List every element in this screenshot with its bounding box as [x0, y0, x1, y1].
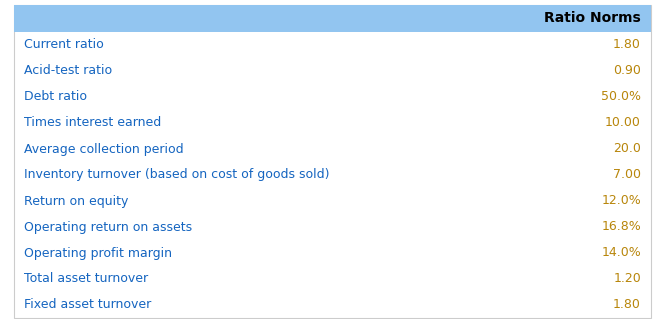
Text: Operating profit margin: Operating profit margin: [24, 247, 172, 259]
Text: 7.00: 7.00: [613, 168, 641, 182]
Text: Return on equity: Return on equity: [24, 195, 129, 207]
Text: Acid-test ratio: Acid-test ratio: [24, 64, 112, 78]
Text: Operating return on assets: Operating return on assets: [24, 220, 192, 234]
Text: 1.80: 1.80: [613, 299, 641, 311]
Text: Fixed asset turnover: Fixed asset turnover: [24, 299, 152, 311]
Text: 16.8%: 16.8%: [601, 220, 641, 234]
Text: Current ratio: Current ratio: [24, 39, 103, 51]
Text: Inventory turnover (based on cost of goods sold): Inventory turnover (based on cost of goo…: [24, 168, 330, 182]
Text: Times interest earned: Times interest earned: [24, 116, 161, 130]
Text: 1.20: 1.20: [614, 272, 641, 286]
Text: 14.0%: 14.0%: [601, 247, 641, 259]
FancyBboxPatch shape: [14, 5, 651, 32]
Text: 12.0%: 12.0%: [601, 195, 641, 207]
Text: 20.0: 20.0: [613, 143, 641, 155]
Text: Debt ratio: Debt ratio: [24, 91, 87, 103]
Text: Ratio Norms: Ratio Norms: [544, 11, 641, 26]
Text: 1.80: 1.80: [613, 39, 641, 51]
Text: 50.0%: 50.0%: [601, 91, 641, 103]
Text: Average collection period: Average collection period: [24, 143, 184, 155]
Text: Total asset turnover: Total asset turnover: [24, 272, 148, 286]
Text: 0.90: 0.90: [613, 64, 641, 78]
Text: 10.00: 10.00: [605, 116, 641, 130]
FancyBboxPatch shape: [14, 5, 651, 318]
